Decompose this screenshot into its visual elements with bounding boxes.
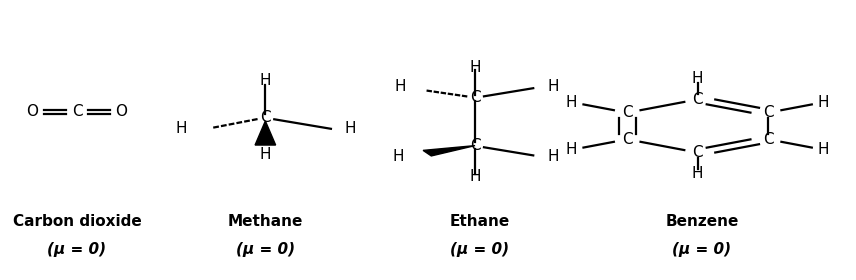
Text: H: H <box>547 149 559 164</box>
Text: H: H <box>566 142 577 157</box>
Text: C: C <box>693 145 703 160</box>
Text: C: C <box>72 104 82 120</box>
Text: H: H <box>469 60 481 75</box>
Text: O: O <box>27 104 39 120</box>
Text: C: C <box>693 92 703 107</box>
Text: H: H <box>345 121 356 136</box>
Text: H: H <box>392 149 404 164</box>
Text: H: H <box>818 95 829 110</box>
Text: H: H <box>259 73 271 88</box>
Text: C: C <box>763 132 773 147</box>
Text: H: H <box>547 79 559 94</box>
Text: H: H <box>175 121 187 136</box>
Text: H: H <box>566 95 577 110</box>
Text: Methane: Methane <box>228 214 303 229</box>
Text: Carbon dioxide: Carbon dioxide <box>13 214 141 229</box>
Text: C: C <box>470 90 480 106</box>
Text: C: C <box>763 105 773 120</box>
Polygon shape <box>423 146 475 156</box>
Text: C: C <box>622 105 633 120</box>
Text: H: H <box>259 147 271 162</box>
Text: C: C <box>260 110 270 125</box>
Text: C: C <box>470 138 480 153</box>
Polygon shape <box>255 121 276 145</box>
Text: C: C <box>622 132 633 147</box>
Text: H: H <box>818 142 829 157</box>
Text: Benzene: Benzene <box>665 214 739 229</box>
Text: H: H <box>692 71 704 86</box>
Text: (μ = 0): (μ = 0) <box>235 242 295 257</box>
Text: Ethane: Ethane <box>449 214 509 229</box>
Text: H: H <box>394 79 406 94</box>
Text: (μ = 0): (μ = 0) <box>672 242 732 257</box>
Text: (μ = 0): (μ = 0) <box>47 242 107 257</box>
Text: H: H <box>692 166 704 181</box>
Text: O: O <box>116 104 128 120</box>
Text: H: H <box>469 169 481 184</box>
Text: (μ = 0): (μ = 0) <box>449 242 509 257</box>
